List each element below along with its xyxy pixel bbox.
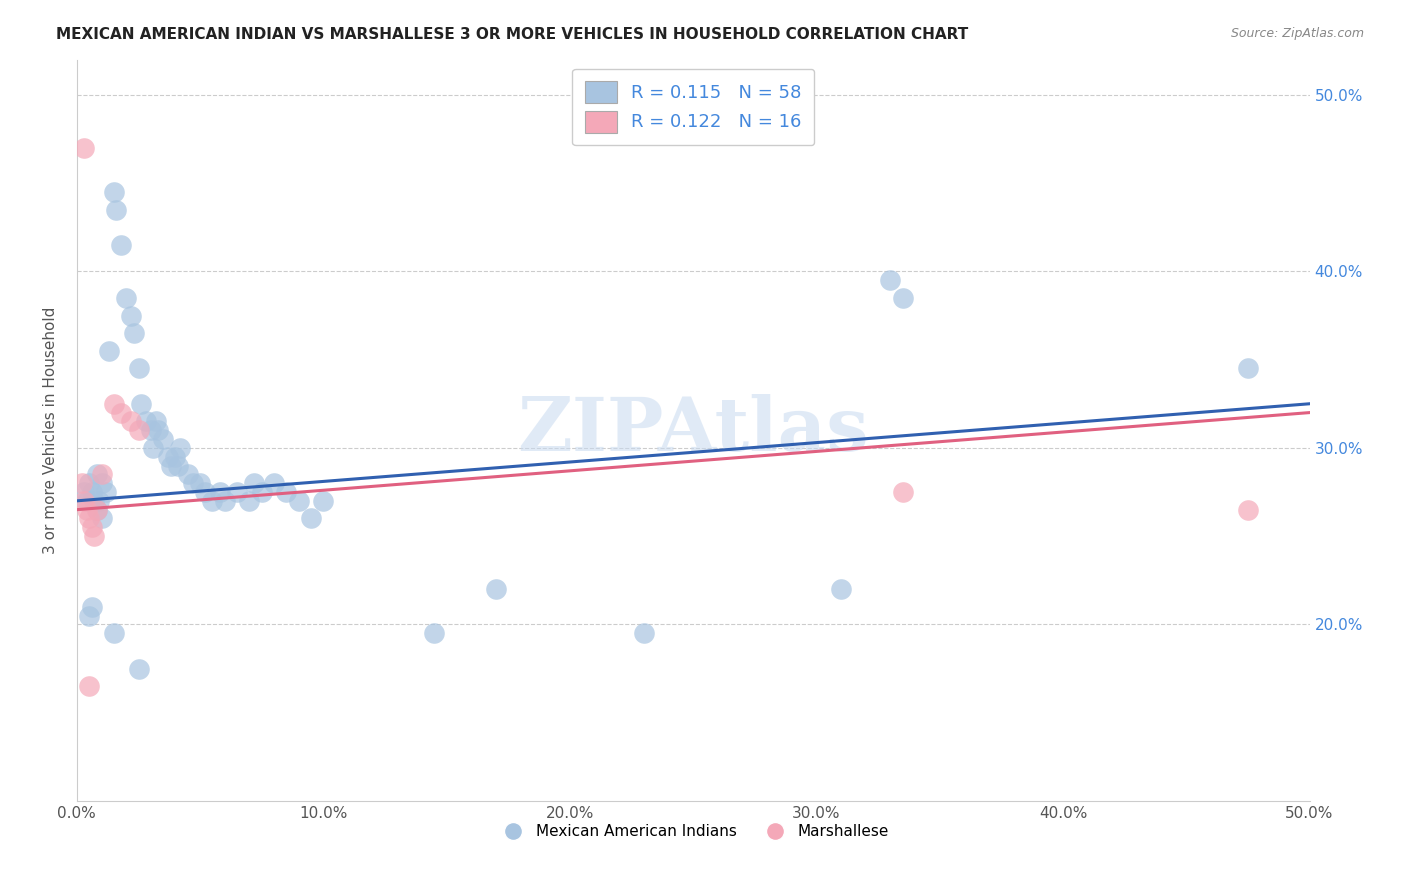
Point <box>226 485 249 500</box>
Point <box>201 493 224 508</box>
Point <box>80 599 103 614</box>
Point <box>830 582 852 596</box>
Legend: Mexican American Indians, Marshallese: Mexican American Indians, Marshallese <box>491 818 896 845</box>
Point <box>128 423 150 437</box>
Point <box>214 493 236 508</box>
Point <box>76 502 98 516</box>
Point <box>148 423 170 437</box>
Point <box>77 511 100 525</box>
Point <box>73 493 96 508</box>
Point <box>299 511 322 525</box>
Point <box>103 397 125 411</box>
Point <box>276 485 298 500</box>
Point <box>128 661 150 675</box>
Point <box>73 141 96 155</box>
Point <box>159 458 181 473</box>
Point <box>73 485 96 500</box>
Point <box>287 493 309 508</box>
Point <box>157 450 180 464</box>
Point <box>145 414 167 428</box>
Point <box>152 432 174 446</box>
Point <box>90 467 112 482</box>
Point <box>169 441 191 455</box>
Point <box>263 476 285 491</box>
Point <box>312 493 335 508</box>
Point <box>80 485 103 500</box>
Point <box>90 476 112 491</box>
Point <box>103 185 125 199</box>
Point <box>105 202 128 217</box>
Point <box>891 485 914 500</box>
Point <box>238 493 260 508</box>
Point <box>485 582 508 596</box>
Point <box>87 493 110 508</box>
Point <box>110 406 132 420</box>
Point <box>120 414 142 428</box>
Point <box>165 450 187 464</box>
Point <box>83 493 105 508</box>
Point <box>181 476 204 491</box>
Point <box>891 291 914 305</box>
Point <box>135 414 157 428</box>
Point <box>103 626 125 640</box>
Point <box>250 485 273 500</box>
Point <box>122 326 145 341</box>
Point <box>142 441 165 455</box>
Point <box>96 485 118 500</box>
Point <box>194 485 217 500</box>
Point <box>115 291 138 305</box>
Point <box>879 273 901 287</box>
Point <box>70 476 93 491</box>
Point <box>129 397 152 411</box>
Point <box>243 476 266 491</box>
Point <box>120 309 142 323</box>
Point <box>86 467 108 482</box>
Point <box>633 626 655 640</box>
Point <box>139 423 162 437</box>
Point <box>97 343 120 358</box>
Point <box>77 476 100 491</box>
Point <box>76 493 98 508</box>
Point <box>90 511 112 525</box>
Text: ZIPAtlas: ZIPAtlas <box>517 393 869 467</box>
Point <box>423 626 446 640</box>
Point <box>86 502 108 516</box>
Point <box>188 476 211 491</box>
Point <box>83 529 105 543</box>
Y-axis label: 3 or more Vehicles in Household: 3 or more Vehicles in Household <box>44 307 58 554</box>
Point <box>167 458 190 473</box>
Text: MEXICAN AMERICAN INDIAN VS MARSHALLESE 3 OR MORE VEHICLES IN HOUSEHOLD CORRELATI: MEXICAN AMERICAN INDIAN VS MARSHALLESE 3… <box>56 27 969 42</box>
Point <box>80 520 103 534</box>
Text: Source: ZipAtlas.com: Source: ZipAtlas.com <box>1230 27 1364 40</box>
Point <box>128 361 150 376</box>
Point <box>1237 502 1260 516</box>
Point <box>77 608 100 623</box>
Point <box>77 679 100 693</box>
Point <box>110 238 132 252</box>
Point <box>1237 361 1260 376</box>
Point <box>86 502 108 516</box>
Point <box>208 485 231 500</box>
Point <box>177 467 200 482</box>
